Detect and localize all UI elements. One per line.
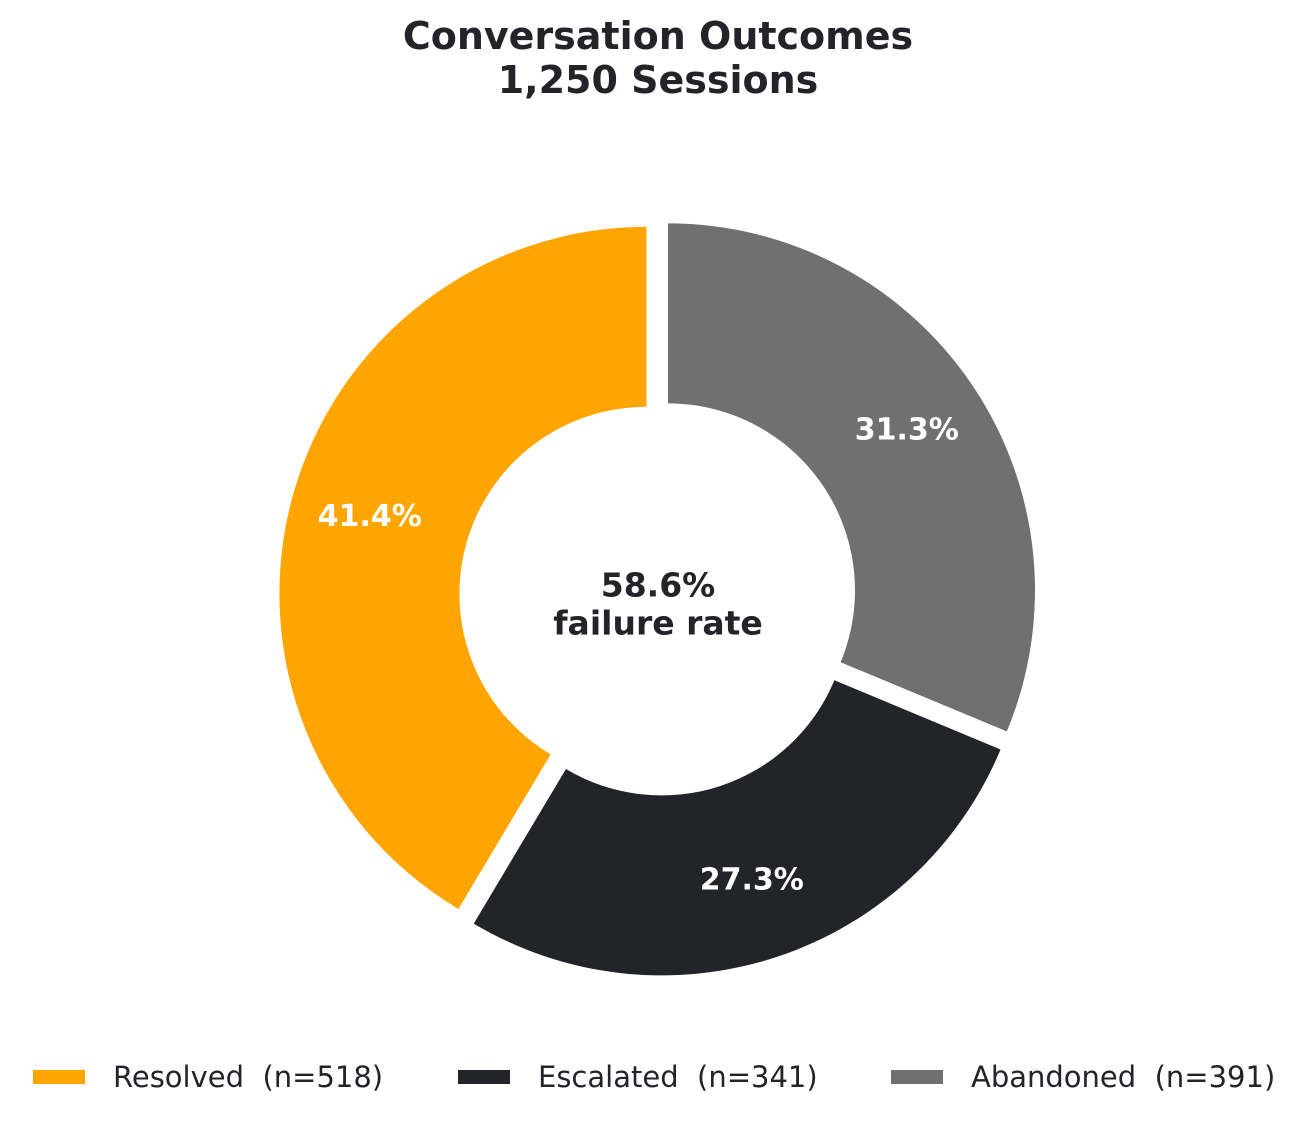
slice-resolved [279,226,647,909]
slice-abandoned [667,223,1035,732]
legend-swatch-abandoned [891,1070,943,1084]
slice-label-resolved: 41.4% [318,499,422,534]
legend-item-resolved: Resolved (n=518) [33,1054,383,1100]
legend-item-escalated: Escalated (n=341) [458,1054,818,1100]
legend-label-abandoned: Abandoned (n=391) [971,1060,1276,1094]
slice-label-escalated: 27.3% [700,862,804,897]
legend-label-escalated: Escalated (n=341) [538,1060,818,1094]
slice-labels: 41.4% 27.3% 31.3% [318,413,959,898]
legend-swatch-escalated [458,1070,510,1084]
chart-title: Conversation Outcomes [402,14,914,58]
chart-title-block: Conversation Outcomes 1,250 Sessions [0,14,1316,102]
donut-slices [279,223,1035,976]
donut-chart: 41.4% 27.3% 31.3% 58.6% failure rate [279,223,1035,976]
center-value: 58.6% [601,566,716,605]
slice-escalated [473,680,1001,976]
legend-label-resolved: Resolved (n=518) [113,1060,384,1094]
legend-swatch-resolved [33,1070,85,1084]
chart-subtitle: 1,250 Sessions [497,58,819,102]
slice-label-abandoned: 31.3% [855,413,959,448]
center-label: failure rate [553,604,763,643]
legend-item-abandoned: Abandoned (n=391) [891,1054,1275,1100]
legend: Resolved (n=518) Escalated (n=341) Aband… [0,1054,1316,1100]
